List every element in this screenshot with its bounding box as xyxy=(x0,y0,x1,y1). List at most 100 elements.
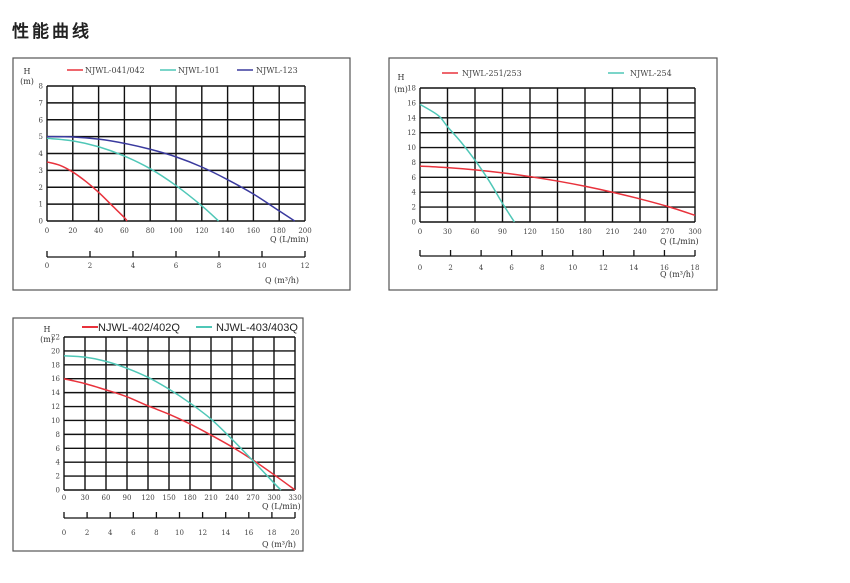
y-axis-unit: (m) xyxy=(20,77,34,86)
legend-label: NJWL-101 xyxy=(178,66,220,75)
secondary-tick-label: 20 xyxy=(291,529,300,537)
y-tick-label: 16 xyxy=(407,99,416,107)
y-tick-label: 8 xyxy=(412,159,416,167)
x-tick-label: 40 xyxy=(94,227,103,235)
secondary-tick-label: 12 xyxy=(198,529,207,537)
x-tick-label: 90 xyxy=(123,494,132,502)
secondary-tick-label: 4 xyxy=(479,264,484,272)
x-axis-label: Q (L/min) xyxy=(270,235,309,244)
x-tick-label: 0 xyxy=(45,227,49,235)
secondary-tick-label: 8 xyxy=(540,264,544,272)
y-tick-label: 5 xyxy=(39,133,43,141)
secondary-tick-label: 8 xyxy=(154,529,158,537)
secondary-tick-label: 10 xyxy=(175,529,184,537)
x-tick-label: 210 xyxy=(606,228,619,236)
secondary-tick-label: 0 xyxy=(62,529,66,537)
x-tick-label: 240 xyxy=(225,494,238,502)
y-tick-label: 4 xyxy=(39,150,44,158)
secondary-tick-label: 2 xyxy=(88,262,92,270)
chart-frame xyxy=(12,317,304,552)
y-tick-label: 10 xyxy=(407,144,416,152)
x-tick-label: 270 xyxy=(661,228,674,236)
legend-label: NJWL-403/403Q xyxy=(216,322,298,334)
y-tick-label: 16 xyxy=(51,375,60,383)
x-tick-label: 100 xyxy=(169,227,182,235)
x-tick-label: 120 xyxy=(523,228,536,236)
y-tick-label: 18 xyxy=(407,85,416,93)
y-tick-label: 8 xyxy=(56,431,60,439)
chart-frame xyxy=(12,57,351,291)
y-tick-label: 12 xyxy=(51,403,60,411)
y-tick-label: 2 xyxy=(39,184,43,192)
x-axis-label: Q (L/min) xyxy=(262,502,301,511)
secondary-tick-label: 18 xyxy=(691,264,700,272)
series-line-njwl-251-253 xyxy=(419,165,696,217)
x-tick-label: 180 xyxy=(578,228,591,236)
secondary-tick-label: 0 xyxy=(418,264,422,272)
y-tick-label: 6 xyxy=(412,174,417,182)
secondary-tick-label: 6 xyxy=(174,262,179,270)
y-tick-label: 10 xyxy=(51,417,60,425)
legend-label: NJWL-123 xyxy=(256,66,298,75)
x-tick-label: 200 xyxy=(298,227,311,235)
secondary-tick-label: 10 xyxy=(568,264,577,272)
chart-2: 0 30 60 90 120 150 180 210 240 270 300024681012141… xyxy=(388,57,718,291)
secondary-tick-label: 12 xyxy=(301,262,310,270)
secondary-tick-label: 14 xyxy=(629,264,638,272)
x-tick-label: 90 xyxy=(498,228,507,236)
secondary-tick-label: 4 xyxy=(108,529,113,537)
secondary-tick-label: 16 xyxy=(660,264,669,272)
legend-label: NJWL-251/253 xyxy=(462,69,522,78)
y-tick-label: 6 xyxy=(39,116,44,124)
x-tick-label: 160 xyxy=(247,227,260,235)
y-axis-label: H xyxy=(24,67,31,76)
x-tick-label: 60 xyxy=(471,228,480,236)
y-tick-label: 4 xyxy=(412,189,417,197)
x-tick-label: 80 xyxy=(146,227,155,235)
chart-frame xyxy=(388,57,718,291)
y-tick-label: 22 xyxy=(51,334,60,342)
y-tick-label: 4 xyxy=(56,459,61,467)
secondary-tick-label: 18 xyxy=(267,529,276,537)
series-line-njwl-041-042 xyxy=(46,161,128,222)
legend-label: NJWL-402/402Q xyxy=(98,322,180,334)
x-tick-label: 60 xyxy=(102,494,111,502)
y-tick-label: 3 xyxy=(39,167,43,175)
series-line-njwl-254 xyxy=(419,103,516,223)
secondary-tick-label: 16 xyxy=(244,529,253,537)
secondary-axis-label: Q (m³/h) xyxy=(265,276,299,285)
x-tick-label: 60 xyxy=(120,227,129,235)
y-axis-label: H xyxy=(398,73,405,82)
secondary-tick-label: 4 xyxy=(131,262,136,270)
x-tick-label: 300 xyxy=(688,228,701,236)
y-axis-unit: (m) xyxy=(40,335,54,344)
y-tick-label: 0 xyxy=(412,219,416,227)
secondary-tick-label: 6 xyxy=(131,529,136,537)
y-tick-label: 14 xyxy=(51,389,60,397)
y-tick-label: 14 xyxy=(407,114,416,122)
secondary-tick-label: 14 xyxy=(221,529,230,537)
x-tick-label: 180 xyxy=(183,494,196,502)
page-title: 性能曲线 xyxy=(12,22,92,42)
y-tick-label: 0 xyxy=(56,487,60,495)
y-tick-label: 2 xyxy=(56,473,60,481)
x-tick-label: 0 xyxy=(418,228,422,236)
x-tick-label: 20 xyxy=(68,227,77,235)
y-tick-label: 7 xyxy=(39,99,43,107)
y-axis-unit: (m) xyxy=(394,85,408,94)
secondary-tick-label: 12 xyxy=(599,264,608,272)
secondary-tick-label: 2 xyxy=(85,529,89,537)
secondary-tick-label: 10 xyxy=(258,262,267,270)
series-line-njwl-101 xyxy=(46,137,220,222)
x-tick-label: 150 xyxy=(551,228,564,236)
y-axis-label: H xyxy=(44,325,51,334)
chart-3: 0 30 60 90 120 150 180 210 240 270 300 330024681012… xyxy=(12,317,304,552)
y-tick-label: 1 xyxy=(39,201,43,209)
y-tick-label: 12 xyxy=(407,129,416,137)
x-tick-label: 180 xyxy=(273,227,286,235)
x-tick-label: 210 xyxy=(204,494,217,502)
secondary-axis-label: Q (m³/h) xyxy=(660,270,694,279)
x-tick-label: 150 xyxy=(162,494,175,502)
x-tick-label: 330 xyxy=(288,494,301,502)
